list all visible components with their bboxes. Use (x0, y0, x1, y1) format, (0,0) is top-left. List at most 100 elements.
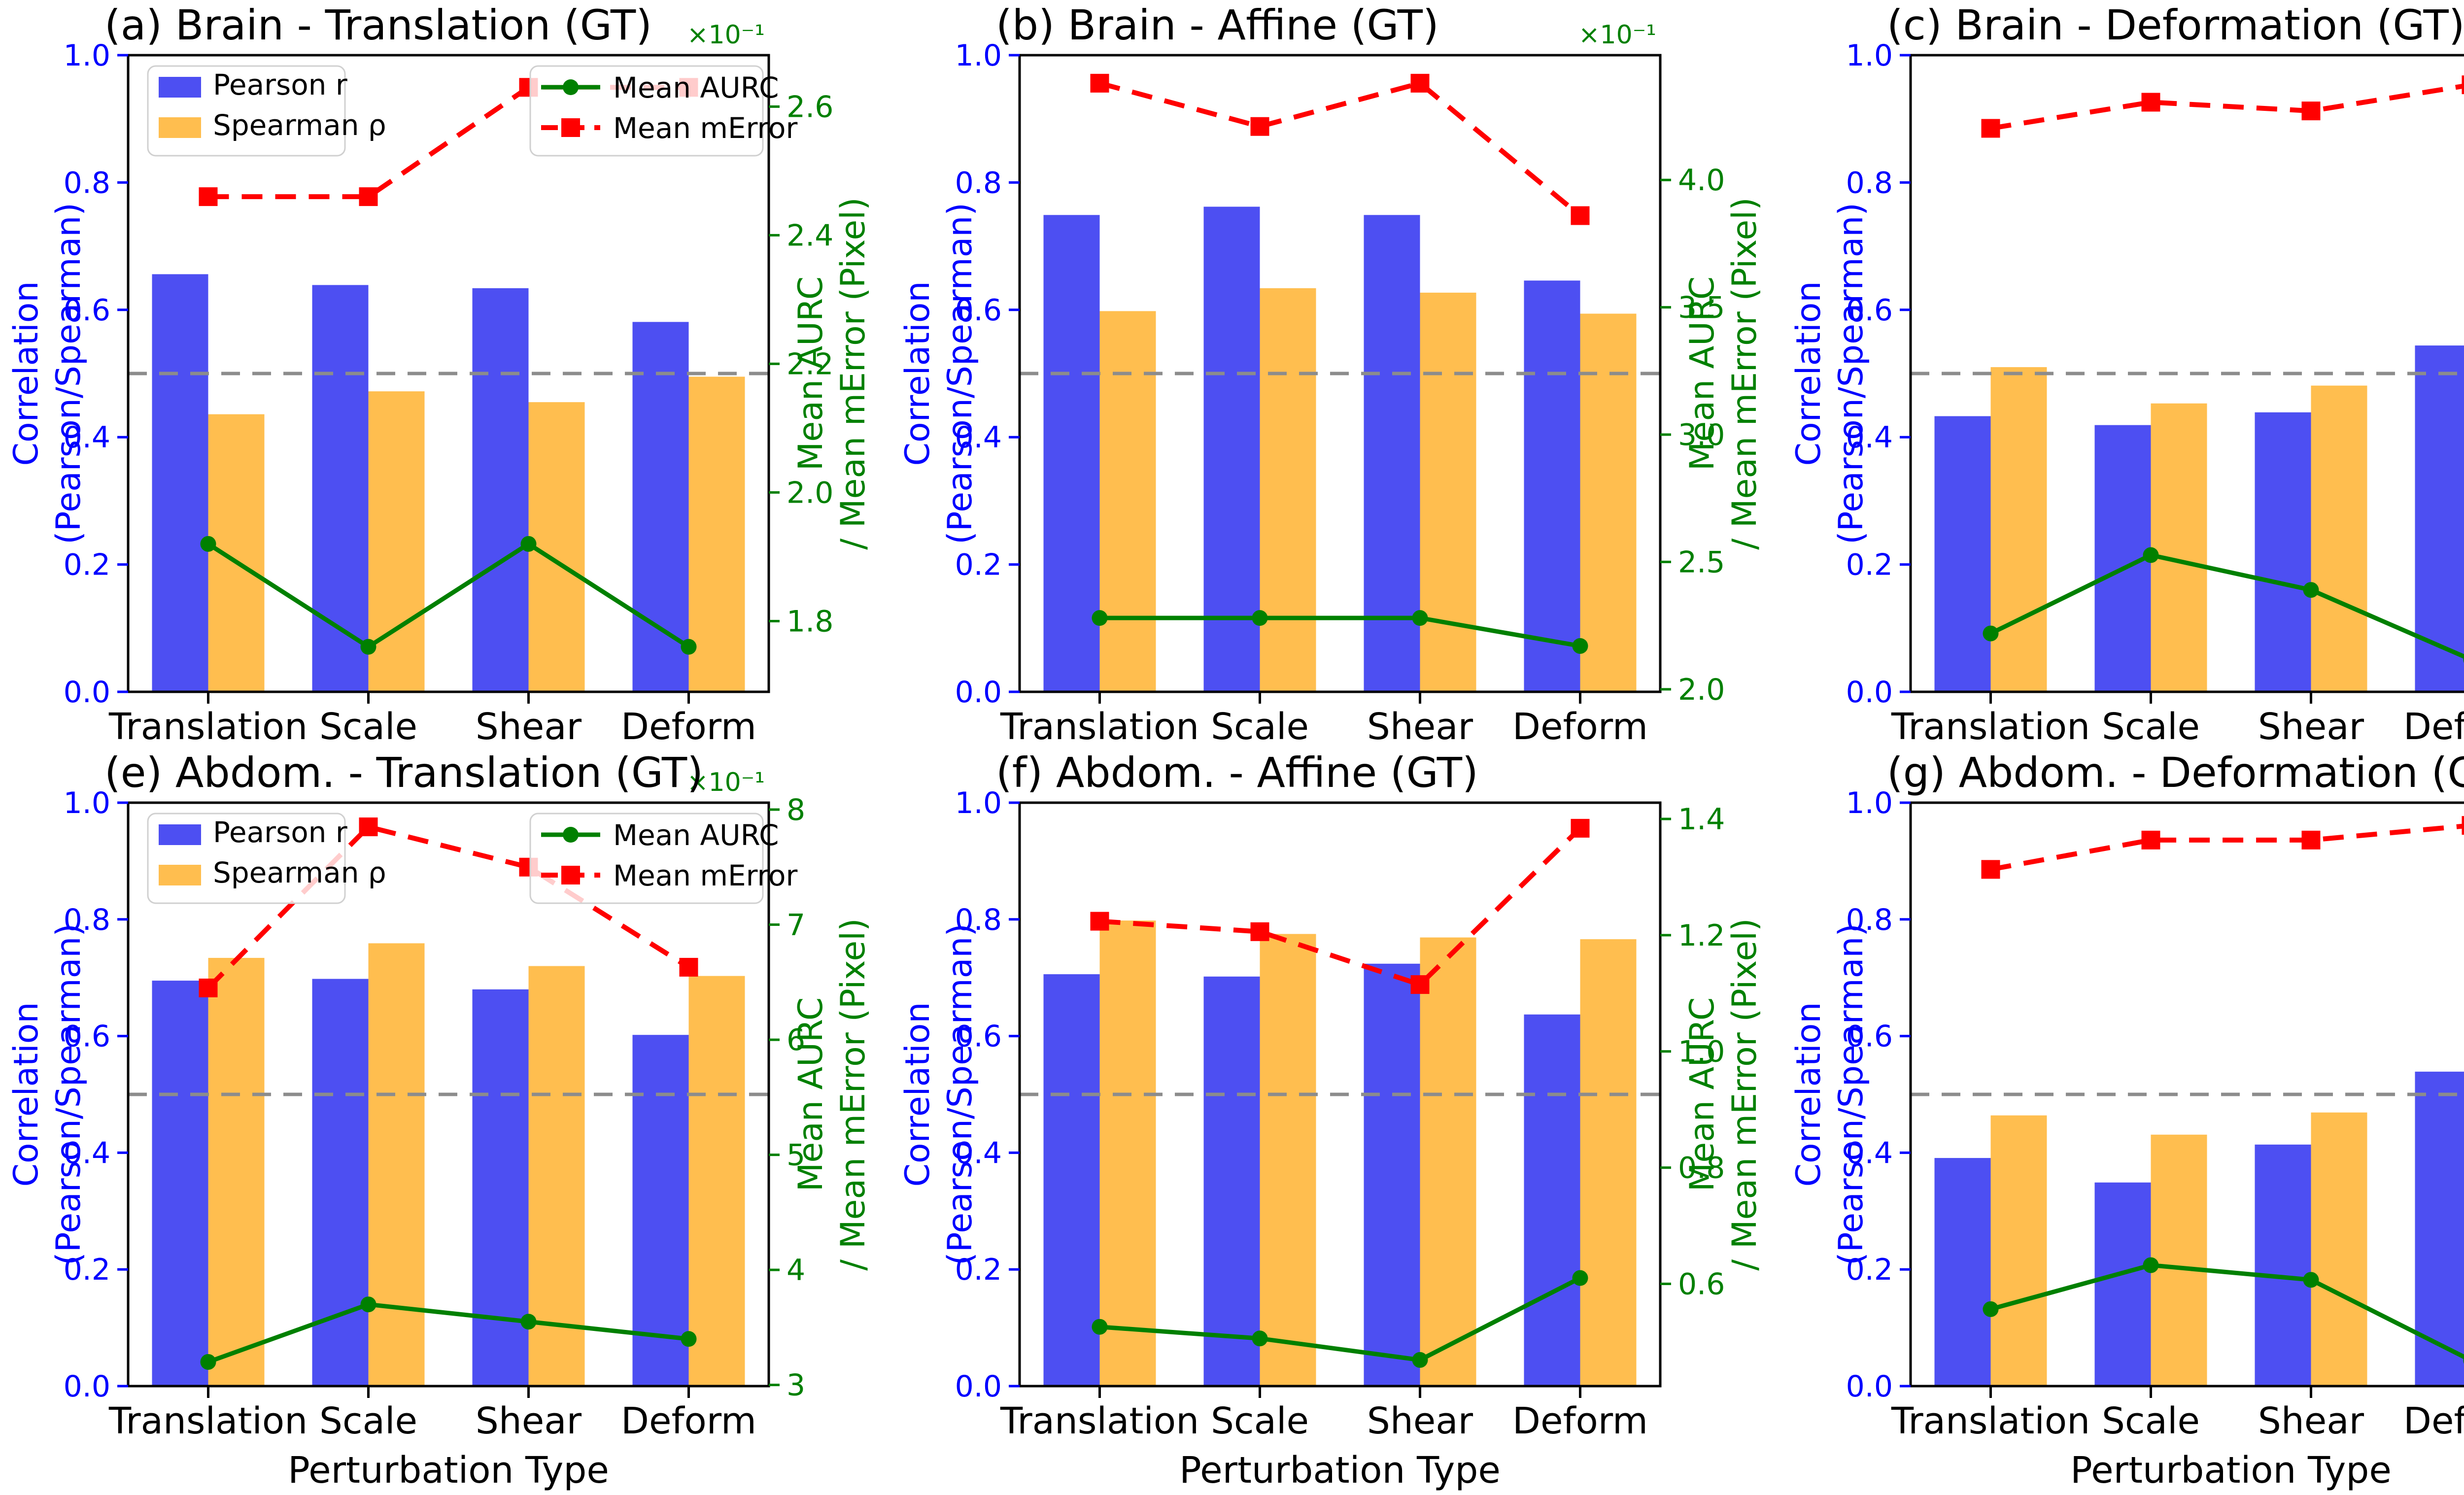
right-axis-label-line2: / Mean mError (Pixel) (834, 918, 873, 1270)
axes-frame (1018, 801, 1662, 1388)
subplot-title: (b) Brain - Affine (GT) (996, 1, 1439, 49)
merror-line-group (1090, 818, 1590, 994)
right-axis-offset-label: ×10⁻¹ (687, 20, 765, 50)
right-axis-label-line1: Mean AURC (791, 997, 830, 1192)
aurc-line (1099, 615, 1581, 648)
right-tick-label: 0.6 (1678, 1267, 1725, 1301)
merror-marker (2301, 102, 2321, 121)
right-tick-label: 1.4 (1678, 802, 1725, 837)
left-tick-label: 1.0 (64, 786, 110, 820)
spearman-bar-scale (2151, 403, 2207, 692)
left-tick-label: 0.4 (955, 1136, 1002, 1170)
aurc-marker (681, 639, 697, 655)
merror-marker (1571, 818, 1590, 838)
aurc-legend-marker (563, 827, 579, 843)
left-axis-group: 0.0 0.2 0.4 0.6 0.8 1.0 (1846, 38, 1911, 710)
x-tick-label: Translation (1000, 706, 1199, 748)
merror-marker (1090, 73, 1109, 93)
x-axis-group: Translation Scale Shear Deform Perturbation … (108, 1386, 756, 1492)
bars-group (1934, 1071, 2464, 1386)
merror-line-group (1981, 816, 2464, 879)
left-tick-label: 0.2 (955, 548, 1002, 582)
pearson-legend-swatch (159, 824, 201, 845)
spearman-bar-shear (528, 402, 585, 692)
left-tick-label: 1.0 (1846, 38, 1893, 73)
merror-marker (2301, 830, 2321, 849)
merror-line-group (199, 817, 698, 997)
right-axis-label-line1: Mean AURC (1683, 997, 1722, 1192)
aurc-line-group (200, 536, 697, 655)
aurc-marker (1572, 1270, 1588, 1286)
axes-frame (1909, 54, 2464, 693)
spearman-bar-deform (688, 976, 745, 1386)
bars-group (1934, 345, 2464, 692)
left-axis-label-line2: (Pearson/Spearman) (49, 923, 88, 1265)
pearson-bar-translation (152, 981, 208, 1386)
left-tick-label: 0.4 (64, 1136, 110, 1170)
merror-line (1990, 83, 2464, 131)
merror-marker (679, 957, 698, 977)
merror-marker (1981, 860, 2000, 879)
aurc-line-group (1092, 610, 1588, 654)
subplot-b: 0.0 0.2 0.4 0.6 0.8 1.0 2.0 2.5 3.0 3.5 4.0 ×10⁻¹ Tr… (891, 0, 1782, 748)
pearson-legend-label: Pearson r (213, 68, 347, 102)
aurc-marker (1252, 610, 1268, 626)
merror-marker (2462, 816, 2464, 835)
spearman-bar-translation (1990, 1115, 2047, 1386)
subplot-title: (c) Brain - Deformation (GT) (1887, 1, 2464, 49)
spearman-bar-scale (368, 943, 425, 1386)
left-tick-label: 0.2 (64, 548, 110, 582)
spearman-bar-shear (2311, 1112, 2367, 1386)
merror-marker (199, 187, 218, 206)
aurc-line-group (1983, 1257, 2464, 1364)
right-axis-offset-label: ×10⁻¹ (687, 768, 765, 797)
x-tick-label: Deform (1512, 706, 1648, 748)
spearman-bar-translation (1099, 920, 1156, 1386)
x-tick-label: Shear (1367, 1400, 1473, 1442)
right-tick-label: 2.0 (1678, 673, 1725, 707)
pearson-bar-translation (1043, 974, 1100, 1386)
right-axis-offset-label: ×10⁻¹ (1578, 20, 1656, 50)
merror-marker (1090, 912, 1109, 931)
left-tick-label: 0.0 (64, 675, 110, 710)
aurc-legend-label: Mean AURC (613, 818, 779, 852)
subplot-title: (g) Abdom. - Deformation (GT) (1887, 748, 2464, 797)
left-tick-label: 0.6 (1846, 1019, 1893, 1054)
spearman-bar-deform (1580, 313, 1637, 692)
spearman-bar-shear (2311, 385, 2367, 692)
x-tick-label: Deform (1512, 1400, 1648, 1442)
right-axis-group: 3 4 5 6 7 8 ×10⁻¹ (687, 768, 805, 1403)
merror-marker (1250, 922, 1269, 941)
aurc-line-group (200, 1296, 697, 1370)
subplot-c: 0.00.20.40.60.81.01.41.51.61.71.81.92.0T… (1782, 0, 2464, 748)
pearson-bar-scale (312, 285, 369, 692)
aurc-marker (2303, 582, 2319, 598)
right-axis-label-line2: / Mean mError (Pixel) (1725, 918, 1764, 1270)
subplot-svg-c: 0.00.20.40.60.81.01.41.51.61.71.81.92.0T… (1789, 1, 2464, 748)
x-tick-label: Shear (2258, 1400, 2364, 1442)
axes-frame (1909, 801, 2464, 1388)
line-legend: Mean AURC Mean mError (529, 813, 797, 904)
left-tick-label: 0.4 (64, 420, 110, 455)
x-tick-label: Scale (1211, 1400, 1309, 1442)
aurc-marker (200, 1354, 216, 1370)
pearson-bar-translation (1043, 215, 1100, 692)
merror-line-group (1981, 75, 2464, 138)
left-axis-label-line1: Correlation (7, 281, 46, 466)
left-tick-label: 0.4 (1846, 1136, 1893, 1170)
x-tick-label: Scale (2102, 1400, 2200, 1442)
left-tick-label: 0.2 (1846, 548, 1893, 582)
line-legend: Mean AURC Mean mError (529, 65, 797, 157)
merror-marker (1250, 117, 1269, 136)
right-tick-label: 0.8 (1678, 1151, 1725, 1186)
merror-line (1990, 823, 2464, 872)
pearson-bar-shear (472, 288, 529, 692)
right-tick-label: 4.0 (1678, 163, 1725, 198)
x-tick-label: Translation (108, 706, 308, 748)
aurc-marker (360, 639, 376, 655)
x-tick-label: Deform (2403, 1400, 2464, 1442)
merror-marker (359, 817, 378, 837)
x-tick-label: Translation (108, 1400, 308, 1442)
pearson-bar-scale (1203, 206, 1260, 692)
aurc-marker (520, 1314, 537, 1330)
